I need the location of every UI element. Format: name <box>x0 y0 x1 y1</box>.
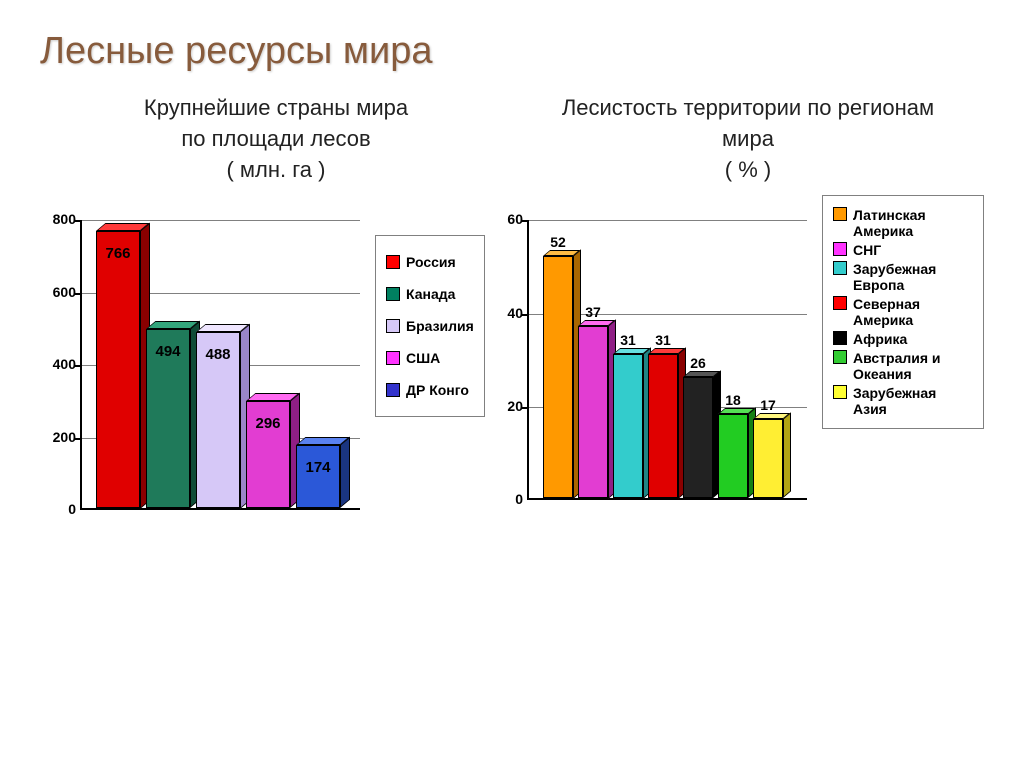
chart-left-ytick-label: 200 <box>40 429 76 445</box>
chart-right-ytick-label: 20 <box>487 398 523 414</box>
chart-right-bar-value: 31 <box>613 332 643 348</box>
chart-right-legend-label: Африка <box>853 331 907 347</box>
chart-left-legend-label: ДР Конго <box>406 376 469 404</box>
chart-right-legend-item: Зарубежная Азия <box>833 385 973 417</box>
chart-left-bar: 174 <box>296 445 340 508</box>
chart-left-ytick-label: 0 <box>40 501 76 517</box>
chart-right-legend-swatch <box>833 261 847 275</box>
chart-right-ytick-label: 0 <box>487 491 523 507</box>
chart-right-bar: 18 <box>718 414 748 498</box>
chart-left-legend-swatch <box>386 255 400 269</box>
chart-right-area: 020406052373131261817 <box>487 195 807 500</box>
chart-right-bar: 52 <box>543 256 573 499</box>
chart-right-bar: 17 <box>753 419 783 498</box>
chart-right-legend-label: СНГ <box>853 242 881 258</box>
chart-right-bar: 31 <box>613 354 643 499</box>
chart-left-bar: 296 <box>246 401 290 508</box>
chart-left-legend-label: Бразилия <box>406 312 474 340</box>
chart-left-bar-value: 296 <box>246 415 290 432</box>
subtitle-left-line3: ( млн. га ) <box>64 155 489 186</box>
chart-right-legend-swatch <box>833 296 847 310</box>
chart-left-legend-swatch <box>386 351 400 365</box>
chart-left-bar-value: 488 <box>196 346 240 363</box>
chart-right-bar: 37 <box>578 326 608 499</box>
chart-right-bar-value: 26 <box>683 355 713 371</box>
chart-left-ytick-label: 600 <box>40 284 76 300</box>
chart-left-ytick-label: 800 <box>40 211 76 227</box>
chart-left-bar-value: 766 <box>96 245 140 262</box>
chart-right-block: 020406052373131261817 Латинская АмерикаС… <box>487 195 984 510</box>
chart-left-plot: 0200400600800766494488296174 <box>80 220 360 510</box>
chart-right-legend-item: Северная Америка <box>833 296 973 328</box>
chart-right-legend-swatch <box>833 350 847 364</box>
chart-right-legend-swatch <box>833 242 847 256</box>
subtitle-row: Крупнейшие страны мира по площади лесов … <box>40 93 984 185</box>
subtitle-right: Лесистость территории по регионам мира (… <box>536 93 961 185</box>
chart-right-ytick-label: 60 <box>487 211 523 227</box>
chart-right-bar-value: 18 <box>718 392 748 408</box>
legend-left: Россия Канада Бразилия США ДР Конго <box>375 235 485 417</box>
chart-right-bar-value: 37 <box>578 304 608 320</box>
chart-left-bar: 488 <box>196 332 240 509</box>
chart-right-legend-label: Зарубежная Азия <box>853 385 973 417</box>
chart-left-bar-value: 174 <box>296 459 340 476</box>
chart-right-plot: 020406052373131261817 <box>527 220 807 500</box>
chart-right-legend-item: Африка <box>833 331 973 347</box>
charts-row: 0 200 400 600 800 766 494 488 296 174 Россия Канад… <box>40 195 984 510</box>
chart-left-legend-item: Бразилия <box>386 312 474 340</box>
chart-right-legend-item: СНГ <box>833 242 973 258</box>
chart-right-legend-label: Северная Америка <box>853 296 973 328</box>
legend-right: Латинская Америка СНГ Зарубежная ЕвропаСев… <box>822 195 984 429</box>
chart-left-legend-item: ДР Конго <box>386 376 474 404</box>
chart-left-legend-item: Канада <box>386 280 474 308</box>
chart-right-gridline <box>529 220 807 221</box>
chart-left-legend-item: Россия <box>386 248 474 276</box>
chart-right-legend-label: Латинская Америка <box>853 207 973 239</box>
slide: Лесные ресурсы мира Крупнейшие страны ми… <box>0 0 1024 767</box>
chart-left-gridline <box>82 220 360 221</box>
subtitle-left-line2: по площади лесов <box>64 124 489 155</box>
chart-left-bar: 494 <box>146 329 190 508</box>
chart-right-ytick-label: 40 <box>487 305 523 321</box>
chart-left-legend-swatch <box>386 287 400 301</box>
chart-left-legend-label: Россия <box>406 248 456 276</box>
slide-title: Лесные ресурсы мира <box>40 30 984 73</box>
chart-right-legend-label: Австралия и Океания <box>853 350 973 382</box>
chart-right-legend-item: Австралия и Океания <box>833 350 973 382</box>
chart-left-legend-label: Канада <box>406 280 455 308</box>
chart-right-legend-item: Зарубежная Европа <box>833 261 973 293</box>
chart-right-legend-swatch <box>833 385 847 399</box>
chart-left-bar-value: 494 <box>146 343 190 360</box>
chart-right-legend-swatch <box>833 207 847 221</box>
subtitle-right-line2: ( % ) <box>536 155 961 186</box>
chart-right-bar-value: 17 <box>753 397 783 413</box>
chart-left-block: 0200400600800766494488296174 РоссияКанад… <box>40 195 485 510</box>
chart-right-bar-value: 31 <box>648 332 678 348</box>
chart-left-legend-swatch <box>386 319 400 333</box>
chart-right-bar: 31 <box>648 354 678 499</box>
chart-left-legend-label: США <box>406 344 440 372</box>
chart-right-legend-item: Латинская Америка <box>833 207 973 239</box>
chart-right-bar-value: 52 <box>543 234 573 250</box>
subtitle-left: Крупнейшие страны мира по площади лесов … <box>64 93 489 185</box>
chart-left-legend-item: США <box>386 344 474 372</box>
chart-left-bar: 766 <box>96 231 140 509</box>
chart-right-bar: 26 <box>683 377 713 498</box>
chart-right-legend-swatch <box>833 331 847 345</box>
chart-right-legend-label: Зарубежная Европа <box>853 261 973 293</box>
chart-left-ytick-label: 400 <box>40 356 76 372</box>
subtitle-right-line1: Лесистость территории по регионам мира <box>536 93 961 155</box>
chart-left-legend-swatch <box>386 383 400 397</box>
chart-left-area: 0200400600800766494488296174 <box>40 195 360 510</box>
subtitle-left-line1: Крупнейшие страны мира <box>64 93 489 124</box>
